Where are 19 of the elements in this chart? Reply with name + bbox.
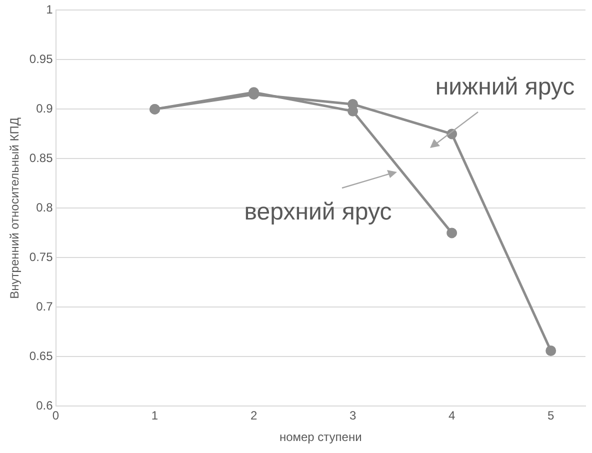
y-tick-label: 0.8 xyxy=(36,200,54,215)
x-tick-label: 5 xyxy=(548,408,554,423)
y-tick-label: 0.95 xyxy=(29,52,54,66)
series-label: верхний ярус xyxy=(244,198,392,226)
y-tick-label: 0.85 xyxy=(29,151,54,166)
y-tick-label: 0.9 xyxy=(36,102,54,116)
series-label: нижний ярус xyxy=(435,74,575,101)
x-tick-label: 2 xyxy=(250,408,258,423)
x-axis-title: номер ступени xyxy=(279,430,362,444)
y-axis-title: Внутренний относительный КПД xyxy=(8,118,22,299)
x-tick-label: 3 xyxy=(349,408,356,423)
y-tick-label: 0.65 xyxy=(29,349,54,364)
x-tick-label: 4 xyxy=(448,408,456,423)
x-tick-label: 0 xyxy=(52,408,60,423)
x-tick-label: 1 xyxy=(151,408,158,423)
y-tick-label: 0.7 xyxy=(36,300,54,314)
y-tick-label: 0.75 xyxy=(29,250,54,264)
y-tick-label: 0.6 xyxy=(36,398,54,413)
y-tick-label: 1 xyxy=(46,2,54,17)
